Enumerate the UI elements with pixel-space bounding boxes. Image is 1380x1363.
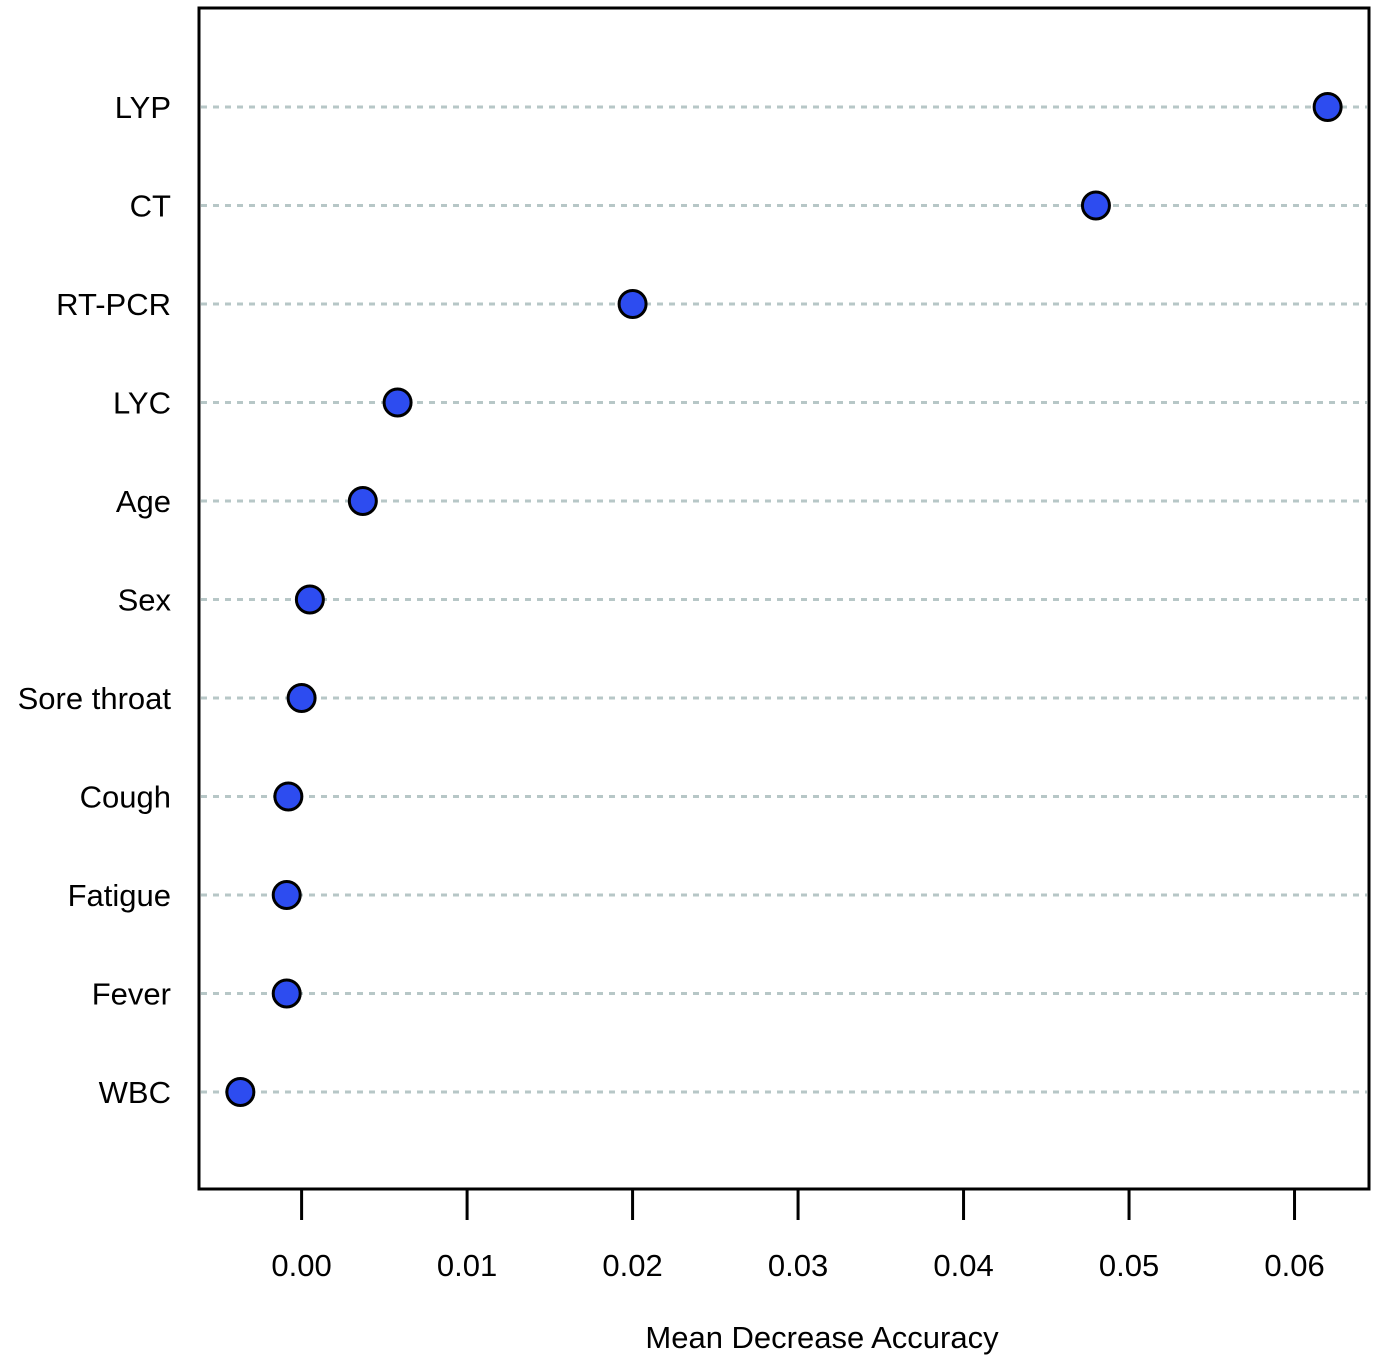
y-tick-label: Fever bbox=[92, 977, 171, 1012]
data-point bbox=[1312, 92, 1343, 122]
data-points bbox=[225, 92, 1343, 1107]
x-tick-label: 0.06 bbox=[1264, 1248, 1324, 1283]
x-tick-label: 0.05 bbox=[1099, 1248, 1159, 1283]
data-point bbox=[273, 781, 304, 812]
data-point bbox=[617, 289, 648, 319]
y-tick-label: Sex bbox=[118, 583, 172, 618]
y-tick-label: Age bbox=[116, 484, 171, 519]
data-point bbox=[286, 683, 317, 713]
x-axis: 0.00 0.01 0.02 0.03 0.04 0.05 0.06 bbox=[271, 1187, 1325, 1283]
y-axis-labels: LYP CT RT-PCR LYC Age Sex Sore throat Cough Fati… bbox=[18, 90, 172, 1110]
data-point bbox=[294, 584, 325, 615]
x-tick-label: 0.04 bbox=[933, 1248, 993, 1283]
data-point bbox=[1080, 190, 1111, 221]
x-tick-label: 0.00 bbox=[271, 1248, 331, 1283]
x-axis-title: Mean Decrease Accuracy bbox=[645, 1320, 999, 1355]
y-tick-label: WBC bbox=[99, 1075, 171, 1110]
data-point bbox=[382, 387, 413, 418]
y-tick-label: CT bbox=[130, 189, 171, 224]
y-tick-label: Cough bbox=[80, 780, 171, 815]
y-tick-label: LYC bbox=[113, 386, 171, 421]
guide-lines bbox=[201, 105, 1367, 1094]
x-tick-label: 0.02 bbox=[602, 1248, 662, 1283]
data-point bbox=[271, 880, 302, 910]
x-tick-label: 0.03 bbox=[768, 1248, 828, 1283]
y-tick-label: RT-PCR bbox=[56, 287, 171, 322]
y-tick-label: Fatigue bbox=[68, 878, 171, 913]
data-point bbox=[225, 1077, 256, 1107]
y-tick-label: Sore throat bbox=[18, 681, 172, 716]
y-tick-label: LYP bbox=[115, 90, 171, 125]
data-point bbox=[271, 978, 302, 1009]
data-point bbox=[347, 486, 378, 516]
x-tick-label: 0.01 bbox=[437, 1248, 497, 1283]
